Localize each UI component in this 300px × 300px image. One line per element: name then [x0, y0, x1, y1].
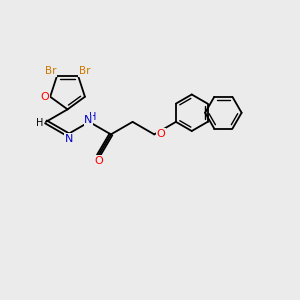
Text: O: O [157, 129, 165, 139]
Text: O: O [94, 156, 103, 166]
Text: H: H [89, 112, 97, 122]
Text: Br: Br [79, 66, 91, 76]
Text: O: O [40, 92, 49, 102]
Text: H: H [36, 118, 43, 128]
Text: N: N [84, 115, 92, 125]
Text: Br: Br [45, 66, 56, 76]
Text: N: N [65, 134, 73, 143]
